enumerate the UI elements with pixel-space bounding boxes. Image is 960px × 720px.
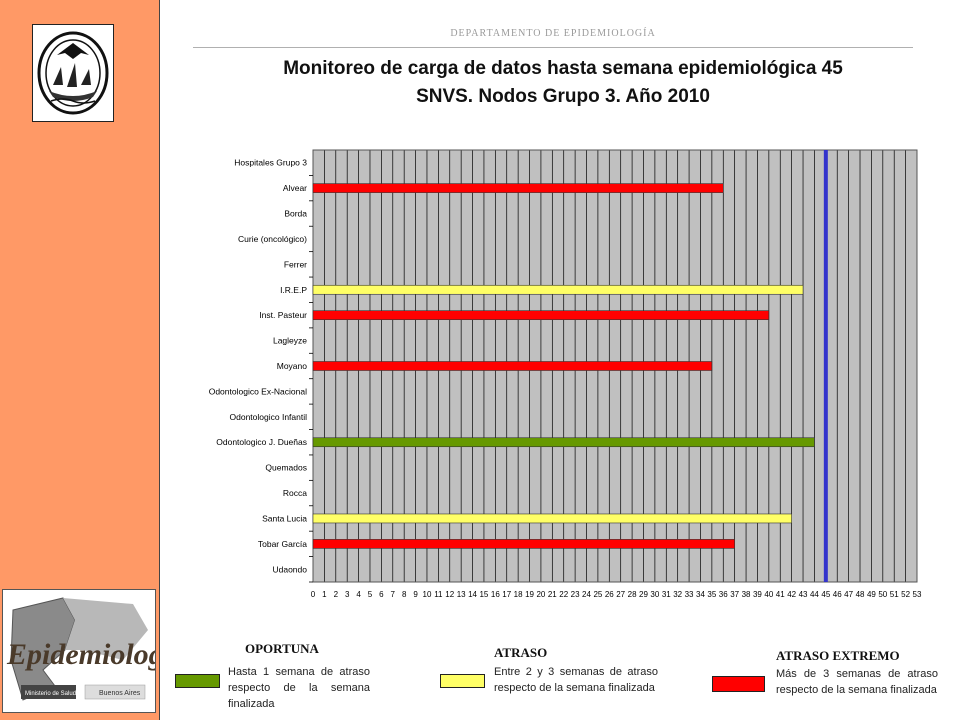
- x-tick-label: 22: [559, 590, 568, 599]
- y-tick-label: Borda: [284, 209, 307, 219]
- bar: [312, 183, 724, 193]
- x-tick-label: 38: [742, 590, 751, 599]
- y-tick-label: Odontologico Ex-Nacional: [209, 386, 307, 396]
- x-tick-label: 13: [457, 590, 466, 599]
- x-tick-label: 2: [334, 590, 339, 599]
- province-text: Buenos Aires: [99, 690, 141, 697]
- y-tick-label: Inst. Pasteur: [259, 310, 307, 320]
- x-tick-label: 40: [764, 590, 773, 599]
- header-divider: [193, 47, 913, 48]
- x-tick-label: 30: [650, 590, 659, 599]
- x-tick-label: 35: [707, 590, 716, 599]
- y-tick-label: I.R.E.P: [280, 285, 307, 295]
- x-tick-label: 46: [833, 590, 842, 599]
- bar: [312, 310, 770, 320]
- x-tick-label: 26: [605, 590, 614, 599]
- x-tick-label: 1: [322, 590, 327, 599]
- x-tick-label: 10: [423, 590, 432, 599]
- x-tick-label: 29: [639, 590, 648, 599]
- bar: [312, 361, 713, 371]
- x-tick-label: 20: [536, 590, 545, 599]
- x-tick-label: 53: [913, 590, 922, 599]
- x-tick-label: 32: [673, 590, 682, 599]
- bar: [312, 513, 792, 524]
- x-tick-label: 25: [593, 590, 602, 599]
- legend-atraso-extremo-title: ATRASO EXTREMO: [776, 648, 900, 663]
- y-tick-label: Rocca: [283, 488, 307, 498]
- legend-oportuna-title: OPORTUNA: [245, 641, 319, 656]
- x-tick-label: 44: [810, 590, 819, 599]
- y-tick-label: Odontologico J. Dueñas: [216, 437, 307, 447]
- legend-atraso-desc: Entre 2 y 3 semanas de atraso respecto d…: [494, 666, 658, 694]
- legend-atraso-title: ATRASO: [494, 645, 548, 660]
- x-tick-label: 18: [514, 590, 523, 599]
- legend-oportuna-desc: Hasta 1 semana de atraso respecto de la …: [228, 666, 370, 710]
- epidemiologia-logo: Epidemiología Ministerio de Salud Buenos…: [2, 589, 187, 713]
- x-tick-label: 28: [628, 590, 637, 599]
- y-tick-label: Udaondo: [272, 564, 307, 574]
- y-tick-label: Quemados: [265, 463, 307, 473]
- x-tick-label: 11: [434, 590, 443, 599]
- x-tick-label: 4: [356, 590, 361, 599]
- x-tick-label: 5: [368, 590, 373, 599]
- ministry-text: Ministerio de Salud: [25, 691, 76, 697]
- x-tick-label: 24: [582, 590, 591, 599]
- x-tick-label: 33: [685, 590, 694, 599]
- bar: [312, 437, 815, 448]
- x-tick-label: 15: [479, 590, 488, 599]
- x-tick-label: 0: [311, 590, 316, 599]
- y-tick-label: Lagleyze: [273, 336, 307, 346]
- y-tick-label: Hospitales Grupo 3: [234, 158, 307, 168]
- x-tick-label: 51: [890, 590, 899, 599]
- x-tick-label: 6: [379, 590, 384, 599]
- x-tick-label: 37: [730, 590, 739, 599]
- x-tick-label: 42: [787, 590, 796, 599]
- x-tick-label: 41: [776, 590, 785, 599]
- x-tick-label: 17: [502, 590, 511, 599]
- x-tick-label: 23: [571, 590, 580, 599]
- city-seal-logo: [32, 24, 114, 122]
- x-tick-label: 19: [525, 590, 534, 599]
- page-title: Monitoreo de carga de datos hasta semana…: [193, 55, 933, 111]
- x-tick-label: 50: [878, 590, 887, 599]
- x-tick-label: 48: [856, 590, 865, 599]
- bar: [312, 284, 804, 295]
- title-line-2: SNVS. Nodos Grupo 3. Año 2010: [416, 86, 710, 107]
- x-tick-label: 3: [345, 590, 350, 599]
- y-tick-label: Tobar García: [258, 539, 307, 549]
- x-tick-label: 47: [844, 590, 853, 599]
- weekly-upload-chart: Hospitales Grupo 3 Alvear Borda Curie (onco…: [209, 149, 922, 599]
- legend-atraso-swatch: [440, 674, 485, 688]
- x-tick-label: 36: [719, 590, 728, 599]
- x-tick-label: 8: [402, 590, 407, 599]
- y-tick-label: Moyano: [277, 361, 308, 371]
- x-tick-label: 34: [696, 590, 705, 599]
- x-tick-label: 52: [901, 590, 910, 599]
- legend-oportuna-swatch: [175, 674, 220, 688]
- x-tick-label: 39: [753, 590, 762, 599]
- y-tick-label: Santa Lucia: [262, 513, 307, 523]
- x-tick-label: 31: [662, 590, 671, 599]
- epi-logo-text: Epidemiología: [6, 638, 155, 671]
- y-tick-label: Ferrer: [284, 259, 307, 269]
- x-tick-label: 7: [391, 590, 396, 599]
- department-header: DEPARTAMENTO DE EPIDEMIOLOGÍA: [450, 28, 656, 39]
- x-tick-label: 43: [799, 590, 808, 599]
- title-line-1: Monitoreo de carga de datos hasta semana…: [283, 58, 843, 79]
- x-tick-label: 45: [821, 590, 830, 599]
- x-tick-label: 9: [413, 590, 418, 599]
- legend-atraso-extremo-swatch: [712, 676, 765, 692]
- x-tick-label: 49: [867, 590, 876, 599]
- legend-atraso-extremo-desc: Más de 3 semanas de atraso respecto de l…: [776, 668, 938, 696]
- x-tick-label: 12: [445, 590, 454, 599]
- x-tick-label: 21: [548, 590, 557, 599]
- y-tick-label: Curie (oncológico): [238, 234, 307, 244]
- x-tick-label: 14: [468, 590, 477, 599]
- y-tick-label: Alvear: [283, 183, 307, 193]
- bar: [312, 539, 735, 549]
- x-tick-label: 16: [491, 590, 500, 599]
- x-tick-label: 27: [616, 590, 625, 599]
- y-tick-label: Odontologico Infantil: [230, 412, 308, 422]
